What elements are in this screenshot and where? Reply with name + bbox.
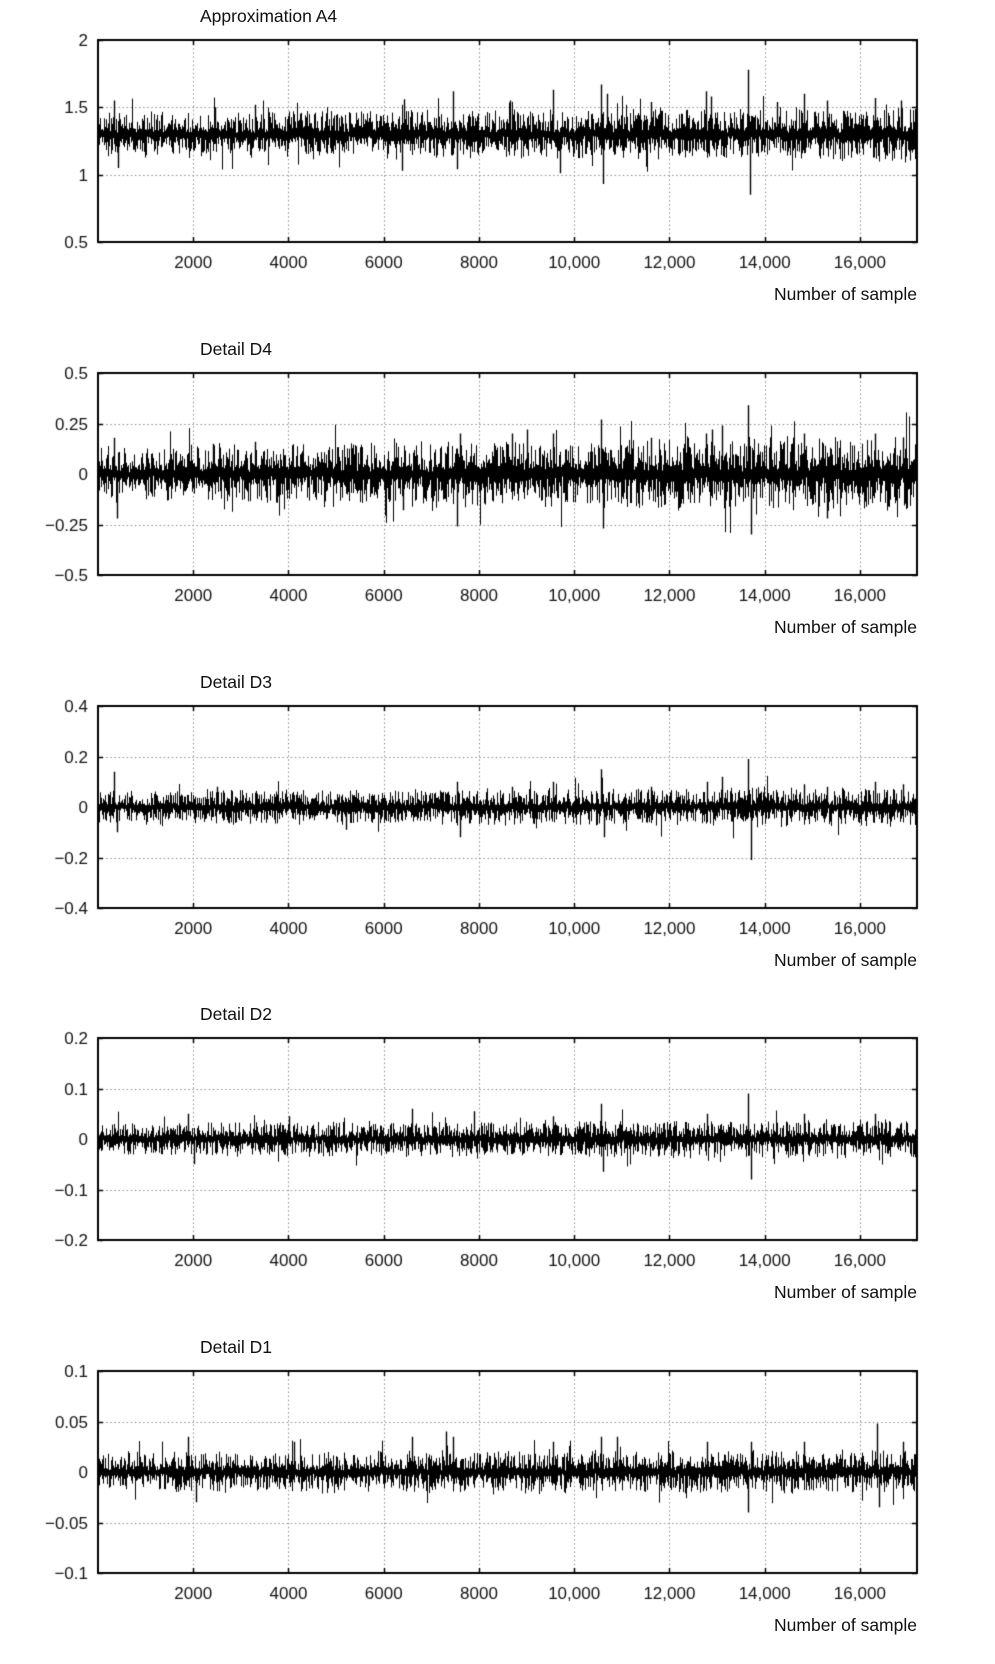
detail-d2-plot-canvas <box>0 1028 995 1281</box>
figure-detail-d4: Detail D4 Number of sample <box>0 333 995 666</box>
approximation-a4-plot-canvas <box>0 30 995 282</box>
figure-detail-d3: Detail D3 Number of sample <box>0 666 995 999</box>
chart-title: Detail D4 <box>200 338 272 359</box>
x-axis-label: Number of sample <box>774 1615 917 1636</box>
chart-title: Detail D1 <box>200 1337 272 1358</box>
detail-d1-plot-canvas <box>0 1361 995 1614</box>
chart-title: Detail D3 <box>200 671 272 692</box>
detail-d4-plot-canvas <box>0 362 995 615</box>
figure-detail-d2: Detail D2 Number of sample <box>0 998 995 1331</box>
x-axis-label: Number of sample <box>774 1282 917 1303</box>
figure-approximation-a4: Approximation A4 Number of sample <box>0 0 995 333</box>
x-axis-label: Number of sample <box>774 616 917 637</box>
figure-detail-d1: Detail D1 Number of sample <box>0 1331 995 1664</box>
x-axis-label: Number of sample <box>774 949 917 970</box>
chart-title: Detail D2 <box>200 1004 272 1025</box>
chart-title: Approximation A4 <box>200 6 338 26</box>
detail-d3-plot-canvas <box>0 695 995 948</box>
x-axis-label: Number of sample <box>774 284 917 304</box>
